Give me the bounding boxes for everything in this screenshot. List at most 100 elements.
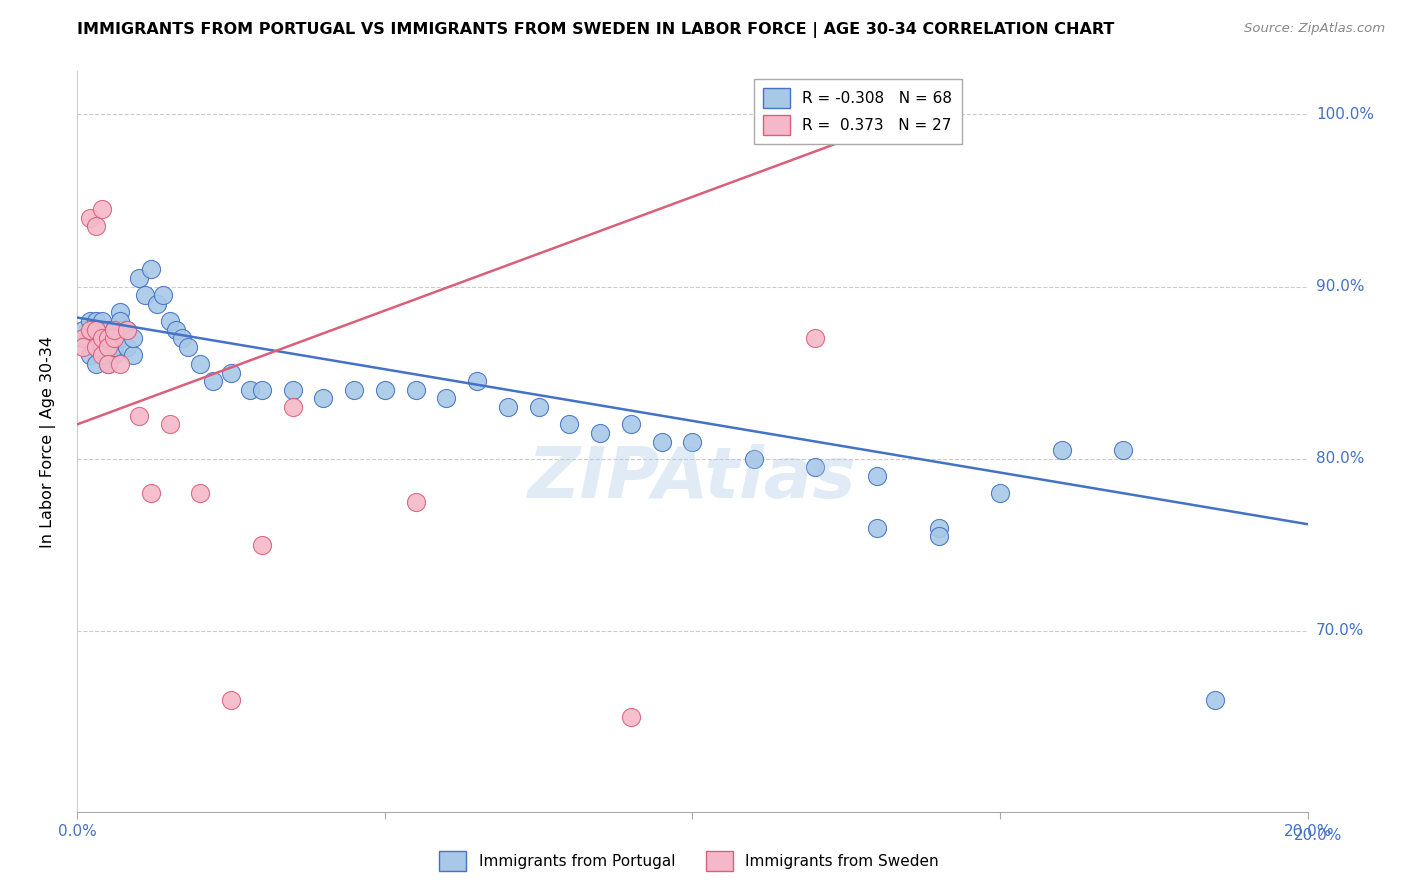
Point [159,314,181,328]
Point [436,392,458,406]
Point [988,486,1011,500]
Point [90,340,114,354]
Text: 80.0%: 80.0% [1316,451,1364,467]
Legend: R = -0.308   N = 68, R =  0.373   N = 27: R = -0.308 N = 68, R = 0.373 N = 27 [754,79,962,145]
Point [79,323,101,337]
Point [465,374,488,388]
Point [405,383,427,397]
Point [141,486,163,500]
Point [97,357,120,371]
Point [620,710,643,724]
Point [128,409,150,423]
Point [84,357,107,371]
Point [170,331,193,345]
Point [110,314,132,328]
Point [115,340,138,354]
Point [201,374,224,388]
Point [651,434,673,449]
Point [103,348,125,362]
Point [103,323,125,337]
Point [496,400,519,414]
Point [90,314,114,328]
Text: IMMIGRANTS FROM PORTUGAL VS IMMIGRANTS FROM SWEDEN IN LABOR FORCE | AGE 30-34 CO: IMMIGRANTS FROM PORTUGAL VS IMMIGRANTS F… [77,22,1115,38]
Point [121,331,143,345]
Point [79,314,101,328]
Point [115,323,138,337]
Point [90,348,114,362]
Legend: Immigrants from Portugal, Immigrants from Sweden: Immigrants from Portugal, Immigrants fro… [433,846,945,877]
Point [79,331,101,345]
Point [84,314,107,328]
Point [103,331,125,345]
Point [84,219,107,234]
Point [141,262,163,277]
Text: 20.0%: 20.0% [1295,828,1343,843]
Point [620,417,643,432]
Point [72,340,94,354]
Point [188,486,212,500]
Point [79,211,101,225]
Point [527,400,550,414]
Point [250,538,273,552]
Text: 100.0%: 100.0% [1316,107,1374,122]
Point [219,366,242,380]
Point [804,460,827,475]
Point [97,357,120,371]
Point [742,451,765,466]
Point [97,348,120,362]
Point [128,271,150,285]
Point [804,331,827,345]
Point [558,417,581,432]
Point [97,323,120,337]
Point [250,383,273,397]
Point [110,357,132,371]
Point [84,340,107,354]
Point [928,521,950,535]
Point [159,417,181,432]
Point [343,383,366,397]
Point [589,425,612,440]
Point [103,340,125,354]
Point [90,331,114,345]
Point [928,529,950,543]
Point [281,383,304,397]
Point [110,305,132,319]
Point [97,340,120,354]
Point [165,323,187,337]
Point [374,383,396,397]
Text: 70.0%: 70.0% [1316,624,1364,639]
Point [188,357,212,371]
Point [121,348,143,362]
Point [84,340,107,354]
Point [1112,443,1135,458]
Point [281,400,304,414]
Point [110,331,132,345]
Point [84,323,107,337]
Point [79,348,101,362]
Point [90,331,114,345]
Point [219,693,242,707]
Point [115,323,138,337]
Point [90,202,114,216]
Point [72,323,94,337]
Y-axis label: In Labor Force | Age 30-34: In Labor Force | Age 30-34 [41,335,56,548]
Point [97,340,120,354]
Text: ZIPAtlas: ZIPAtlas [529,444,856,513]
Point [90,323,114,337]
Point [1204,693,1226,707]
Point [97,340,120,354]
Point [146,297,169,311]
Point [97,331,120,345]
Point [97,331,120,345]
Point [72,331,94,345]
Text: Source: ZipAtlas.com: Source: ZipAtlas.com [1244,22,1385,36]
Point [866,521,889,535]
Point [312,392,335,406]
Point [405,495,427,509]
Point [177,340,200,354]
Point [84,323,107,337]
Point [84,331,107,345]
Point [152,288,174,302]
Point [103,323,125,337]
Point [134,288,156,302]
